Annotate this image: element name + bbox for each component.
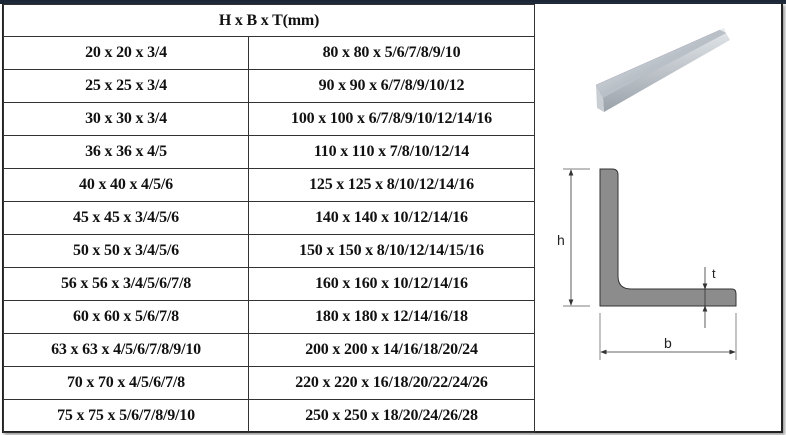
size-cell-left: 75 x 75 x 5/6/7/8/9/10 <box>3 399 249 433</box>
size-cell-left: 60 x 60 x 5/6/7/8 <box>3 300 249 334</box>
size-cell-left: 63 x 63 x 4/5/6/7/8/9/10 <box>3 333 249 367</box>
table-row: 40 x 40 x 4/5/6 125 x 125 x 8/10/12/14/16 <box>3 168 535 202</box>
size-cell-left: 36 x 36 x 4/5 <box>3 135 249 169</box>
size-cell-right: 140 x 140 x 10/12/14/16 <box>248 201 535 235</box>
angle-profile-diagram: h b t <box>557 168 737 360</box>
size-cell-right: 180 x 180 x 12/14/16/18 <box>248 300 535 334</box>
table-row: 56 x 56 x 3/4/5/6/7/8 160 x 160 x 10/12/1… <box>3 267 535 301</box>
size-cell-right: 125 x 125 x 8/10/12/14/16 <box>248 168 535 202</box>
l-profile-shape <box>599 168 737 307</box>
size-cell-left: 70 x 70 x 4/5/6/7/8 <box>3 366 249 400</box>
illustration-panel <box>534 4 782 431</box>
angle-bar-photo <box>595 28 730 112</box>
table-row: 70 x 70 x 4/5/6/7/8 220 x 220 x 16/18/20/… <box>3 366 535 400</box>
table-row: 25 x 25 x 3/4 90 x 90 x 6/7/8/9/10/12 <box>3 69 535 103</box>
table-row: 50 x 50 x 3/4/5/6 150 x 150 x 8/10/12/14/… <box>3 234 535 268</box>
size-cell-left: 50 x 50 x 3/4/5/6 <box>3 234 249 268</box>
angle-size-table: H x B x T(mm) 20 x 20 x 3/4 80 x 80 x 5/6… <box>3 4 535 433</box>
size-cell-right: 220 x 220 x 16/18/20/22/24/26 <box>248 366 535 400</box>
top-bar <box>0 0 786 4</box>
size-cell-left: 20 x 20 x 3/4 <box>3 36 249 70</box>
table-row: 63 x 63 x 4/5/6/7/8/9/10 200 x 200 x 14/1… <box>3 333 535 367</box>
b-label: b <box>664 335 672 351</box>
table-row: 20 x 20 x 3/4 80 x 80 x 5/6/7/8/9/10 <box>3 36 535 70</box>
table-row: 36 x 36 x 4/5 110 x 110 x 7/8/10/12/14 <box>3 135 535 169</box>
size-cell-right: 200 x 200 x 14/16/18/20/24 <box>248 333 535 367</box>
t-label: t <box>712 266 716 281</box>
table-row: 60 x 60 x 5/6/7/8 180 x 180 x 12/14/16/18 <box>3 300 535 334</box>
size-cell-right: 150 x 150 x 8/10/12/14/15/16 <box>248 234 535 268</box>
table-row: 75 x 75 x 5/6/7/8/9/10 250 x 250 x 18/20/… <box>3 399 535 433</box>
h-label: h <box>557 232 565 248</box>
size-cell-right: 250 x 250 x 18/20/24/26/28 <box>248 399 535 433</box>
size-cell-right: 110 x 110 x 7/8/10/12/14 <box>248 135 535 169</box>
